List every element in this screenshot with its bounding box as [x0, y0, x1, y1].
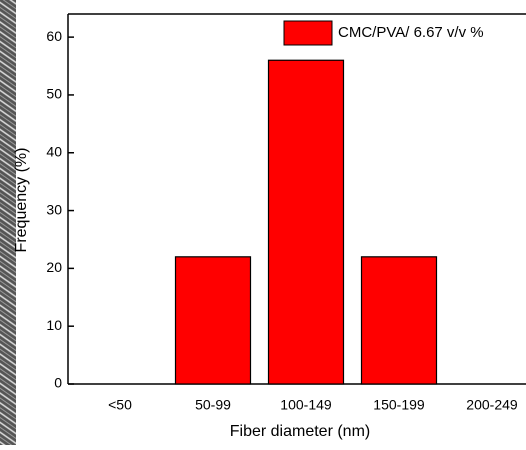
- y-tick-label: 20: [46, 259, 62, 275]
- legend-label: CMC/PVA/ 6.67 v/v %: [338, 24, 484, 41]
- bar: [360, 256, 438, 385]
- background-image-strip: [0, 0, 16, 445]
- bar: [174, 256, 252, 385]
- y-tick-label: 0: [54, 375, 62, 391]
- y-tick-label: 40: [46, 143, 62, 159]
- y-tick-label: 30: [46, 201, 62, 217]
- y-tick-label: 60: [46, 28, 62, 44]
- x-tick-label: <50: [108, 397, 132, 413]
- x-tick-label: 150-199: [373, 397, 425, 413]
- x-tick-label: 100-149: [280, 397, 332, 413]
- y-tick-label: 50: [46, 86, 62, 102]
- legend-swatch: [283, 20, 333, 46]
- x-tick-label: 50-99: [195, 397, 231, 413]
- x-axis-title: Fiber diameter (nm): [230, 423, 370, 440]
- bar: [267, 59, 345, 385]
- y-axis-title: Frequency (%): [13, 148, 30, 253]
- y-tick-label: 10: [46, 317, 62, 333]
- x-tick-label: 200-249: [466, 397, 518, 413]
